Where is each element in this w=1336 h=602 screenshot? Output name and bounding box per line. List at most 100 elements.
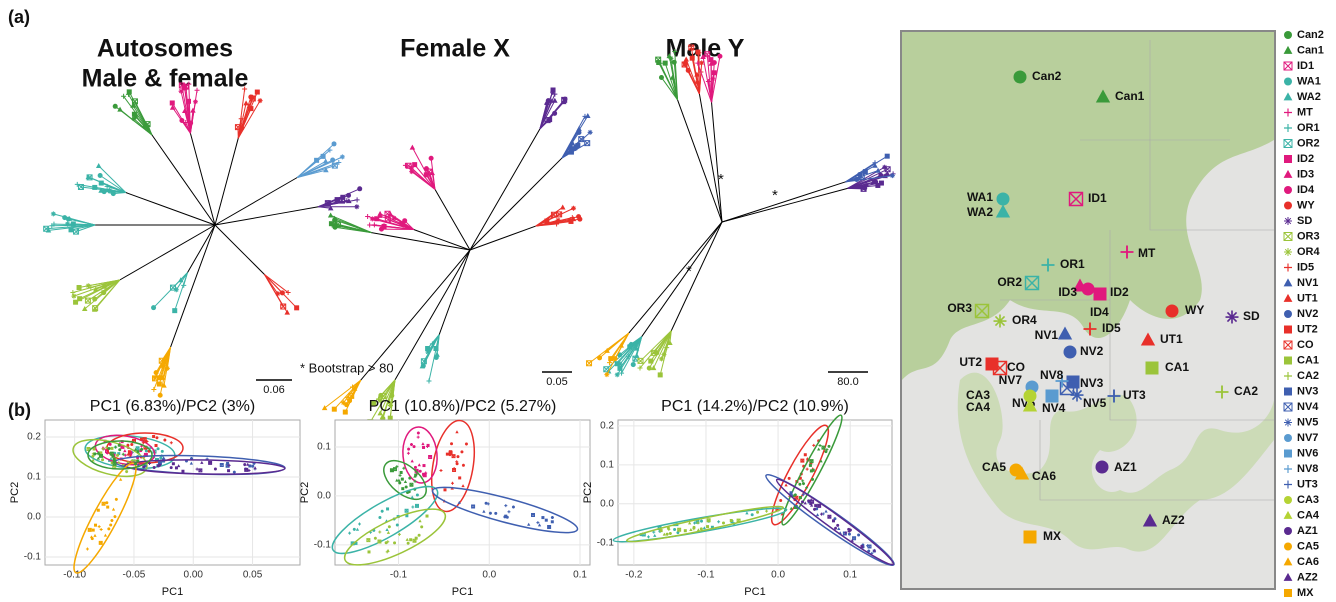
- tree-twig: [664, 62, 679, 100]
- tree-tip: [711, 70, 717, 76]
- pca-point: [103, 533, 108, 537]
- map-site-marker: [992, 360, 1008, 376]
- pca-point: [422, 464, 426, 468]
- tree-tip: [872, 162, 878, 168]
- tree-branch: [119, 224, 216, 281]
- pca-point: [387, 525, 391, 529]
- pca-point: [397, 478, 401, 482]
- legend-label: CA4: [1297, 509, 1320, 521]
- tree-tip: [671, 59, 677, 65]
- legend-marker: [1284, 372, 1292, 380]
- tree-twig: [561, 131, 591, 159]
- pca-point: [847, 530, 851, 534]
- tree-branch: [469, 157, 563, 251]
- tree-tip: [858, 173, 864, 179]
- pca-point: [405, 514, 409, 518]
- y-tick-label: 0.0: [27, 512, 41, 523]
- pca-point: [811, 477, 815, 481]
- tree-tip: [859, 185, 864, 191]
- pca-point: [409, 538, 413, 542]
- pca-point: [392, 467, 397, 472]
- tree-tip: [323, 167, 329, 173]
- map-borders: [1000, 40, 1274, 501]
- pca-point: [409, 482, 414, 487]
- tree-twig: [426, 168, 436, 190]
- pca-point: [109, 523, 113, 527]
- tree-twig: [535, 219, 559, 227]
- tree-twig: [46, 224, 96, 230]
- tree-twig: [561, 128, 580, 159]
- legend-marker: [1283, 340, 1293, 350]
- pca-point: [833, 517, 837, 521]
- tree-twig: [535, 213, 560, 227]
- tree-twig: [414, 164, 436, 190]
- tree-twig: [606, 332, 630, 375]
- legend-label: MT: [1297, 106, 1313, 118]
- map-site-label: CA2: [1234, 384, 1258, 398]
- tree-twig: [690, 47, 700, 95]
- tree-tip: [559, 204, 566, 210]
- pca-point: [818, 443, 822, 447]
- pca-point: [417, 533, 421, 537]
- pca-point: [673, 528, 677, 532]
- tree-tip: [377, 212, 383, 218]
- pca-point: [460, 450, 464, 454]
- tree-tip: [242, 86, 248, 92]
- tree-tip: [552, 97, 558, 103]
- tree-tip: [192, 99, 198, 105]
- tree-tip: [419, 363, 426, 369]
- tree-tip: [188, 120, 194, 126]
- map-site-label: MX: [1043, 529, 1061, 543]
- legend-label: CO: [1297, 339, 1314, 351]
- y-tick-label: 0.1: [27, 472, 41, 483]
- pca-point: [536, 521, 540, 525]
- map-site-label: NV5: [1083, 396, 1107, 410]
- panel-label: (a): [8, 7, 30, 27]
- tree-tip: [584, 140, 591, 147]
- pca-point: [128, 454, 133, 458]
- tree-twig: [335, 223, 372, 234]
- bootstrap-note: * Bootstrap > 80: [300, 360, 394, 375]
- tree-tip: [77, 296, 83, 302]
- tree-twig: [72, 279, 120, 293]
- pca-point: [227, 463, 231, 467]
- map-site-label: ID5: [1102, 321, 1121, 335]
- plot-title: PC1 (10.8%)/PC2 (5.27%): [369, 398, 557, 415]
- tree-tip: [425, 349, 431, 355]
- legend-marker: [1283, 169, 1293, 178]
- tree-tip: [399, 221, 405, 227]
- tree-tip: [107, 188, 113, 194]
- pca-point: [252, 461, 256, 465]
- pca-point: [112, 460, 116, 464]
- pca-point: [455, 430, 459, 434]
- pca-point: [133, 447, 138, 451]
- legend-label: Can2: [1297, 29, 1324, 41]
- legend-marker: [1283, 139, 1293, 148]
- pca-point: [139, 437, 143, 441]
- tree-tip: [131, 111, 137, 117]
- legend-label: NV5: [1297, 416, 1318, 428]
- pca-point: [99, 528, 103, 532]
- pca-point: [809, 503, 814, 507]
- pca-point: [131, 438, 135, 442]
- tree-tip: [339, 197, 346, 204]
- y-tick-label: 0.1: [317, 442, 331, 453]
- pca-point: [380, 509, 384, 513]
- tree-tip: [285, 290, 291, 296]
- tree-tip: [882, 164, 888, 170]
- tree-tip: [425, 346, 431, 352]
- legend-marker: [1283, 61, 1293, 71]
- pca-point: [448, 450, 452, 454]
- pca-point: [106, 505, 110, 509]
- tree-tip: [669, 74, 676, 80]
- pca-point: [109, 451, 114, 456]
- pca-ellipse: [87, 440, 153, 470]
- pca-point: [115, 453, 119, 457]
- legend-label: UT1: [1297, 292, 1318, 304]
- pca-point: [395, 478, 399, 482]
- tree-tip: [696, 50, 702, 56]
- tree-twig: [710, 59, 713, 103]
- pca-point: [101, 447, 105, 451]
- legend-marker: [1283, 572, 1293, 581]
- map-site-label: CA1: [1165, 360, 1189, 374]
